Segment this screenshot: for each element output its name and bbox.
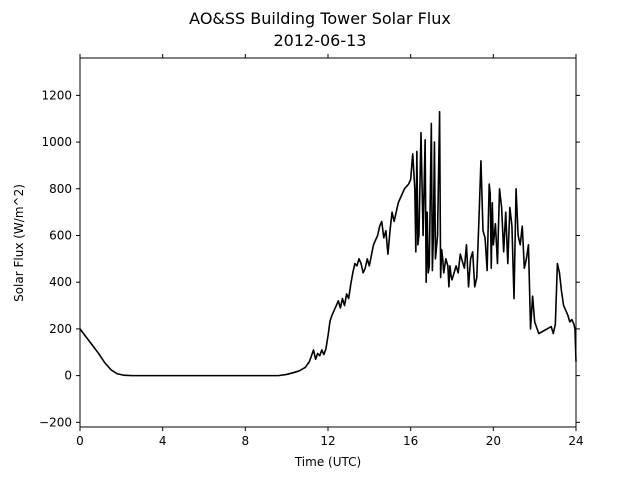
- x-axis-label: Time (UTC): [294, 455, 361, 469]
- x-tick-label: 12: [320, 434, 335, 448]
- series-line-0: [79, 110, 577, 377]
- y-tick-label: 0: [64, 369, 72, 383]
- x-tick-label: 20: [486, 434, 501, 448]
- y-tick-label: 1200: [41, 88, 72, 102]
- plot-frame: [79, 57, 577, 428]
- chart-subtitle: 2012-06-13: [274, 31, 367, 50]
- chart-title: AO&SS Building Tower Solar Flux: [189, 9, 451, 28]
- x-tick-label: 24: [568, 434, 583, 448]
- x-tick-label: 8: [242, 434, 250, 448]
- x-tick-label: 4: [159, 434, 167, 448]
- x-tick-label: 0: [76, 434, 84, 448]
- axis-tick-labels: 0 4 8 12 16 20 24 −200 0 200 400 600 800 1000 1200: [39, 88, 584, 448]
- x-tick-label: 16: [403, 434, 418, 448]
- axis-ticks: [76, 54, 580, 431]
- series-group: [79, 110, 577, 377]
- y-tick-label: 1000: [41, 135, 72, 149]
- y-tick-label: 600: [49, 228, 72, 242]
- y-tick-label: 200: [49, 322, 72, 336]
- y-tick-label: −200: [39, 415, 72, 429]
- y-tick-label: 400: [49, 275, 72, 289]
- y-axis-label: Solar Flux (W/m^2): [12, 184, 26, 302]
- y-tick-label: 800: [49, 182, 72, 196]
